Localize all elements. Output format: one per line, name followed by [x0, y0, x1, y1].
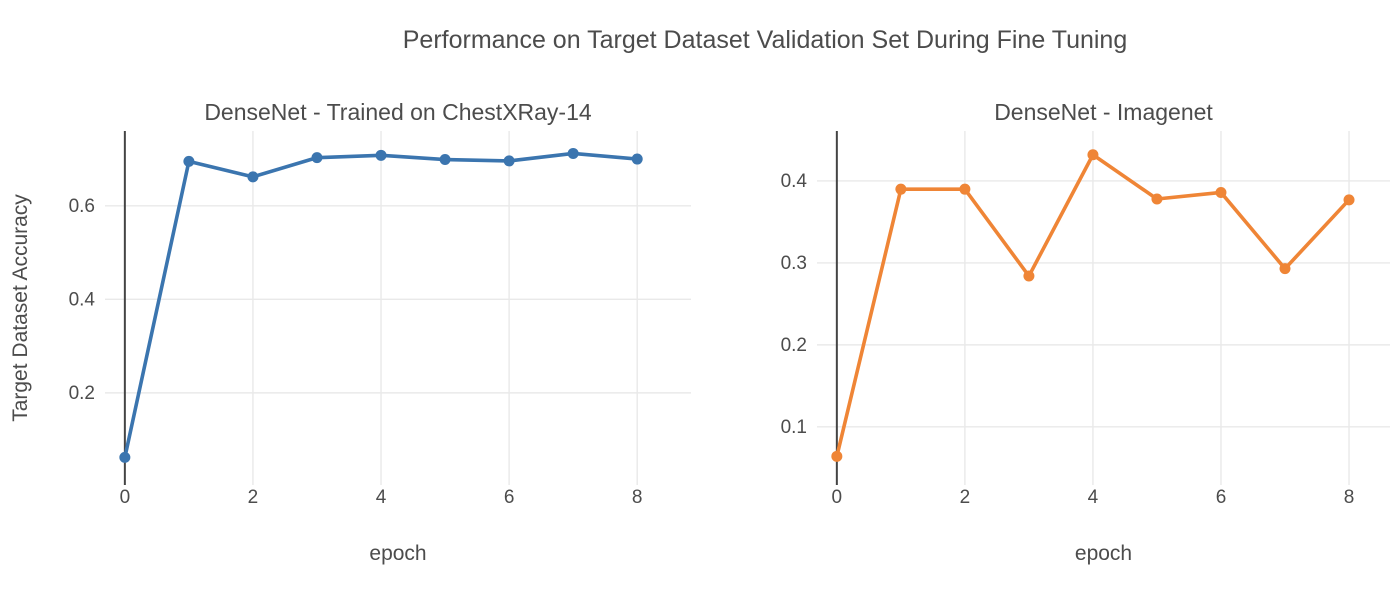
data-point — [631, 153, 643, 165]
y-tick-label: 0.1 — [781, 417, 807, 438]
y-tick-label: 0.6 — [69, 196, 95, 217]
y-tick-label: 0.2 — [69, 383, 95, 404]
x-tick-label: 0 — [832, 487, 843, 508]
data-point — [1151, 193, 1163, 205]
x-tick-label: 8 — [632, 487, 643, 508]
subplot-title-left: DenseNet - Trained on ChestXRay-14 — [204, 99, 592, 125]
x-tick-label: 2 — [960, 487, 971, 508]
y-tick-label: 0.4 — [781, 171, 808, 192]
y-tick-label: 0.2 — [781, 335, 807, 356]
x-axis-label: epoch — [369, 542, 426, 565]
x-tick-label: 2 — [248, 487, 259, 508]
figure-title: Performance on Target Dataset Validation… — [402, 26, 1128, 54]
x-tick-label: 0 — [120, 487, 131, 508]
data-point — [119, 451, 131, 463]
data-point — [1279, 263, 1291, 275]
data-point — [375, 149, 387, 161]
data-point — [831, 450, 843, 462]
data-point — [1215, 186, 1227, 198]
y-axis-label: Target Dataset Accuracy — [9, 194, 32, 422]
x-tick-label: 8 — [1344, 487, 1355, 508]
data-point — [1343, 194, 1355, 206]
data-point — [1087, 149, 1099, 161]
y-tick-label: 0.3 — [781, 253, 807, 274]
data-point — [439, 154, 451, 166]
x-tick-label: 4 — [1088, 487, 1099, 508]
data-point — [959, 183, 971, 195]
x-axis-label: epoch — [1075, 542, 1132, 565]
x-tick-label: 4 — [376, 487, 387, 508]
data-point — [247, 171, 259, 183]
data-point — [311, 152, 323, 164]
data-point — [183, 155, 195, 167]
data-point — [567, 147, 579, 159]
data-point — [503, 155, 515, 167]
y-tick-label: 0.4 — [69, 289, 96, 310]
x-tick-label: 6 — [1216, 487, 1227, 508]
data-point — [1023, 270, 1035, 282]
x-tick-label: 6 — [504, 487, 515, 508]
subplot-title-right: DenseNet - Imagenet — [994, 99, 1213, 125]
data-point — [895, 183, 907, 195]
